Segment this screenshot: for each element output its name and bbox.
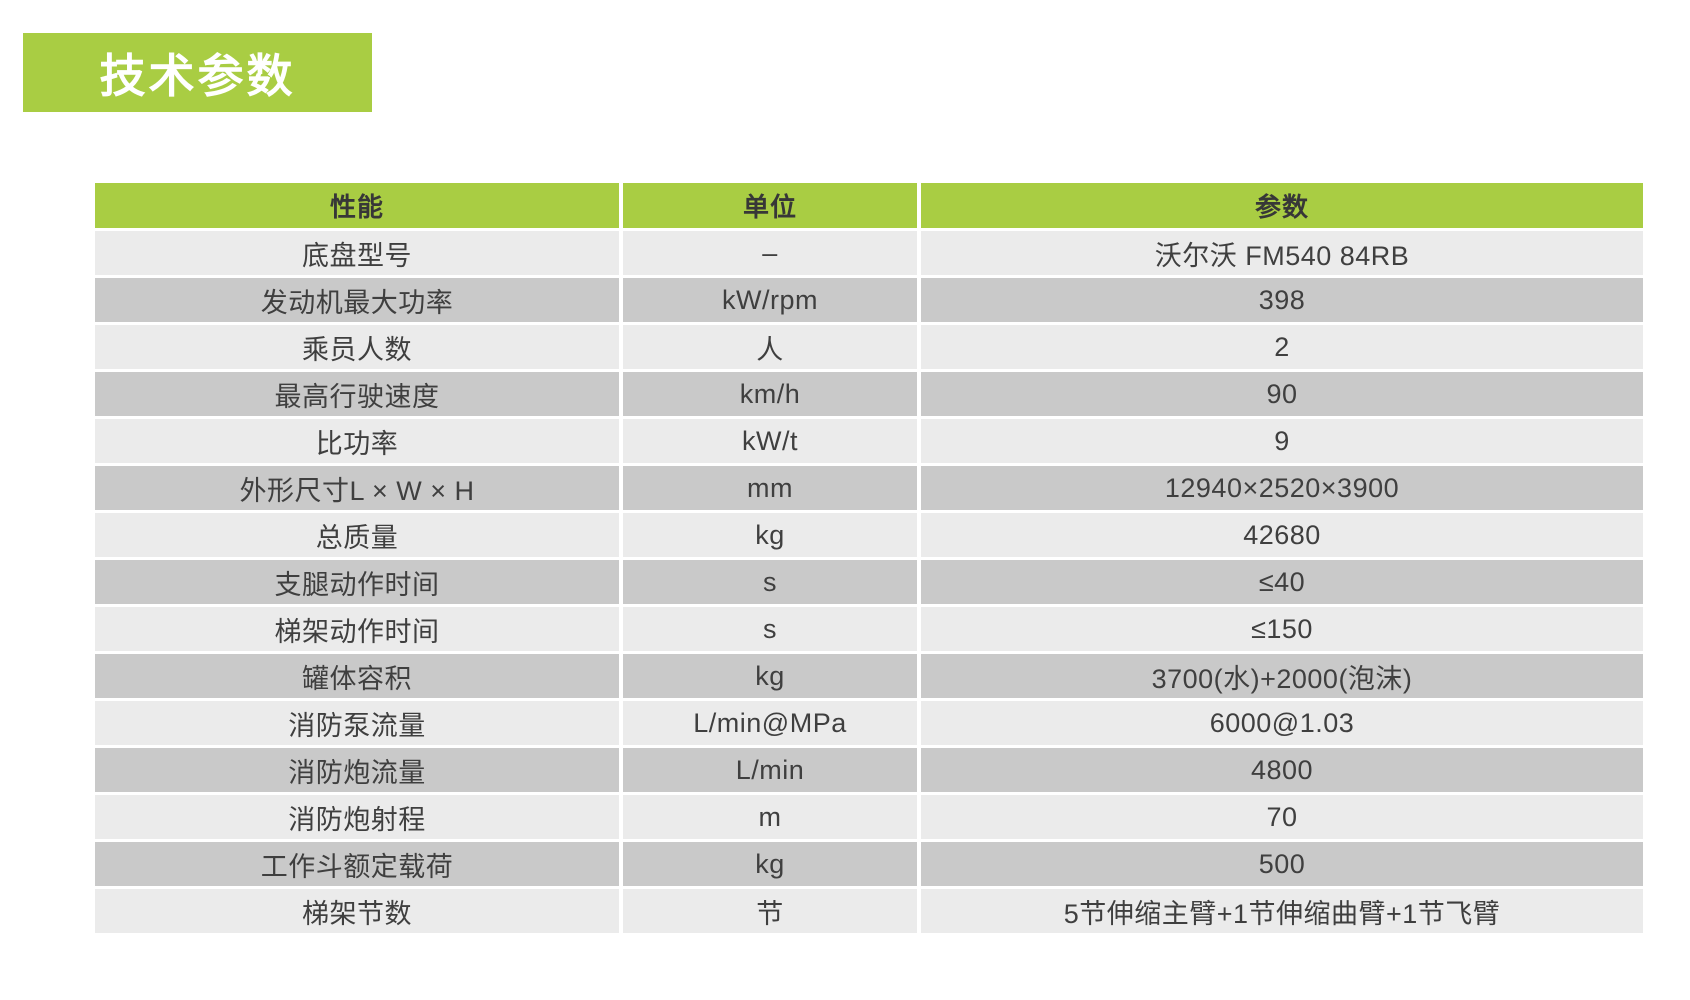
cell-performance-label: 消防泵流量	[95, 701, 619, 745]
cell-parameter-value: 12940×2520×3900	[921, 466, 1643, 510]
cell-unit: m	[623, 795, 917, 839]
cell-performance-label: 最高行驶速度	[95, 372, 619, 416]
cell-unit: kg	[623, 654, 917, 698]
cell-performance-label: 比功率	[95, 419, 619, 463]
cell-parameter-value: ≤40	[921, 560, 1643, 604]
cell-parameter-value: 42680	[921, 513, 1643, 557]
spec-table: 性能 单位 参数 底盘型号 – 沃尔沃 FM540 84RB 发动机最大功率 k…	[95, 183, 1643, 933]
cell-parameter-value: 沃尔沃 FM540 84RB	[921, 231, 1643, 275]
cell-parameter-value: 6000@1.03	[921, 701, 1643, 745]
cell-performance-label: 罐体容积	[95, 654, 619, 698]
cell-parameter-value: ≤150	[921, 607, 1643, 651]
cell-performance-label: 底盘型号	[95, 231, 619, 275]
cell-parameter-value: 70	[921, 795, 1643, 839]
cell-performance-label: 消防炮流量	[95, 748, 619, 792]
cell-parameter-value: 500	[921, 842, 1643, 886]
cell-unit: 人	[623, 325, 917, 369]
cell-parameter-value: 9	[921, 419, 1643, 463]
cell-parameter-value: 4800	[921, 748, 1643, 792]
cell-unit: –	[623, 231, 917, 275]
cell-performance-label: 支腿动作时间	[95, 560, 619, 604]
cell-parameter-value: 5节伸缩主臂+1节伸缩曲臂+1节飞臂	[921, 889, 1643, 933]
cell-unit: kW/t	[623, 419, 917, 463]
header-performance: 性能	[95, 183, 619, 228]
cell-performance-label: 消防炮射程	[95, 795, 619, 839]
section-title: 技术参数	[99, 49, 296, 102]
cell-parameter-value: 90	[921, 372, 1643, 416]
cell-unit: s	[623, 560, 917, 604]
cell-unit: L/min@MPa	[623, 701, 917, 745]
cell-unit: 节	[623, 889, 917, 933]
header-parameter: 参数	[921, 183, 1643, 228]
section-title-banner: 技术参数	[23, 33, 372, 112]
cell-unit: L/min	[623, 748, 917, 792]
cell-unit: kg	[623, 842, 917, 886]
cell-unit: mm	[623, 466, 917, 510]
cell-performance-label: 外形尺寸L × W × H	[95, 466, 619, 510]
cell-parameter-value: 398	[921, 278, 1643, 322]
cell-unit: km/h	[623, 372, 917, 416]
cell-performance-label: 发动机最大功率	[95, 278, 619, 322]
cell-performance-label: 乘员人数	[95, 325, 619, 369]
header-unit: 单位	[623, 183, 917, 228]
cell-unit: kg	[623, 513, 917, 557]
cell-parameter-value: 3700(水)+2000(泡沫)	[921, 654, 1643, 698]
cell-unit: kW/rpm	[623, 278, 917, 322]
cell-performance-label: 总质量	[95, 513, 619, 557]
cell-performance-label: 工作斗额定载荷	[95, 842, 619, 886]
cell-performance-label: 梯架动作时间	[95, 607, 619, 651]
cell-performance-label: 梯架节数	[95, 889, 619, 933]
cell-parameter-value: 2	[921, 325, 1643, 369]
cell-unit: s	[623, 607, 917, 651]
